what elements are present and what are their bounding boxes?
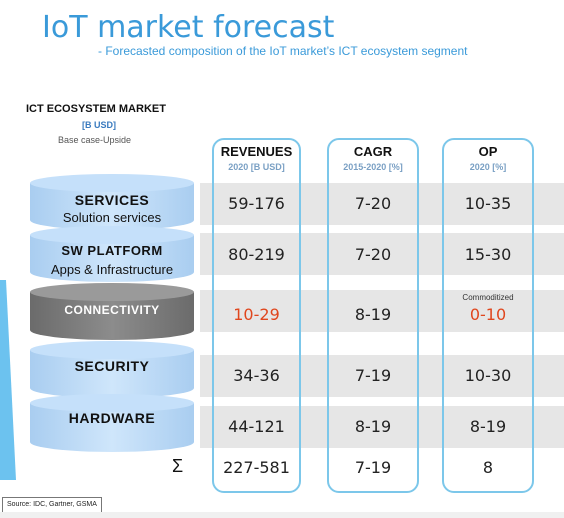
segment-connectivity-label: CONNECTIVITY (64, 303, 160, 317)
header-revenues: REVENUES 2020 [B USD] (212, 144, 301, 172)
cylinder-services (30, 174, 194, 230)
market-unit: [B USD] (82, 120, 116, 130)
header-revenues-label: REVENUES (220, 144, 293, 159)
segment-sw-platform-sublabel: Apps & Infrastructure (50, 262, 174, 277)
cell-services-cagr: 7-20 (354, 194, 392, 213)
row-band-connectivity (200, 290, 564, 332)
segment-security-label: SECURITY (74, 358, 150, 374)
segment-services-label: SERVICES (74, 192, 150, 208)
column-revenues (212, 138, 301, 493)
header-revenues-sub: 2020 [B USD] (228, 162, 285, 172)
cell-sw-platform-revenues: 80-219 (228, 245, 285, 264)
footer-strip (0, 512, 564, 518)
cell-connectivity-op: 0-10 (469, 305, 507, 324)
header-cagr-label: CAGR (353, 144, 393, 159)
cylinder-hardware (30, 394, 194, 452)
cell-hardware-op: 8-19 (469, 417, 507, 436)
cell-connectivity-revenues: 10-29 (233, 305, 280, 324)
cylinder-connectivity (30, 283, 194, 340)
total-revenues: 227-581 (223, 458, 290, 477)
market-case: Base case-Upside (58, 135, 132, 145)
row-band-sw-platform (200, 233, 564, 275)
cell-security-op: 10-30 (464, 366, 512, 385)
header-cagr: CAGR 2015-2020 [%] (327, 144, 419, 172)
header-op: OP 2020 [%] (442, 144, 534, 172)
segment-hardware-label: HARDWARE (68, 410, 156, 426)
total-op: 8 (482, 458, 494, 477)
cell-security-cagr: 7-19 (354, 366, 392, 385)
cylinder-sw-platform (30, 226, 194, 282)
row-band-hardware (200, 406, 564, 448)
cell-sw-platform-op: 15-30 (464, 245, 512, 264)
total-cagr: 7-19 (354, 458, 392, 477)
market-title: ICT ECOSYSTEM MARKET (26, 103, 166, 115)
column-op (442, 138, 534, 493)
page-title: IoT market forecast (42, 10, 335, 45)
row-band-services (200, 183, 564, 225)
cylinder-security (30, 341, 194, 398)
sum-symbol: Σ (172, 456, 184, 476)
page-subtitle: - Forecasted composition of the IoT mark… (98, 44, 468, 58)
cell-services-op: 10-35 (464, 194, 512, 213)
row-band-security (200, 355, 564, 397)
header-cagr-sub: 2015-2020 [%] (343, 162, 403, 172)
segment-sw-platform-label: SW PLATFORM (61, 243, 163, 258)
cell-hardware-cagr: 8-19 (354, 417, 392, 436)
decorative-wedge (0, 280, 16, 480)
segment-services-sublabel: Solution services (62, 210, 162, 225)
column-cagr (327, 138, 419, 493)
cell-hardware-revenues: 44-121 (228, 417, 285, 436)
cell-connectivity-cagr: 8-19 (354, 305, 392, 324)
header-op-label: OP (478, 144, 498, 159)
cell-services-revenues: 59-176 (228, 194, 285, 213)
header-op-sub: 2020 [%] (469, 162, 507, 172)
cell-sw-platform-cagr: 7-20 (354, 245, 392, 264)
cell-security-revenues: 34-36 (233, 366, 280, 385)
cell-connectivity-op-note: Commoditized (462, 293, 514, 302)
